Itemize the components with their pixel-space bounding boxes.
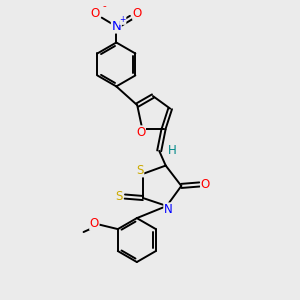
Text: -: - <box>103 2 106 11</box>
Text: O: O <box>133 7 142 20</box>
Text: O: O <box>136 126 146 139</box>
Text: N: N <box>164 203 172 216</box>
Text: O: O <box>91 7 100 20</box>
Text: H: H <box>168 144 177 157</box>
Text: N: N <box>112 20 121 33</box>
Text: O: O <box>201 178 210 191</box>
Text: S: S <box>115 190 123 203</box>
Text: S: S <box>136 164 144 177</box>
Text: O: O <box>90 217 99 230</box>
Text: +: + <box>120 16 126 25</box>
